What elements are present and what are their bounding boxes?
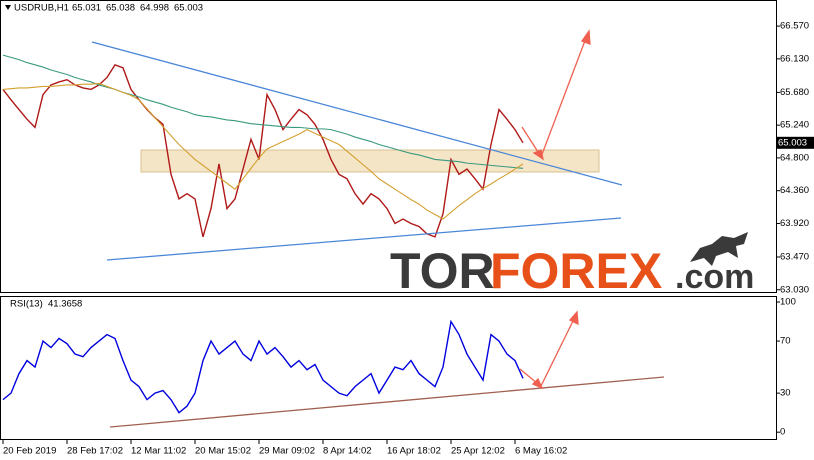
series-line xyxy=(2,82,524,220)
x-tick-label: 25 Apr 12:02 xyxy=(451,446,505,457)
trend-line xyxy=(106,217,622,261)
watermark-forex: FOREX xyxy=(490,243,662,299)
watermark: TOR FOREX .com xyxy=(390,232,754,299)
rsi-title: RSI(13) xyxy=(10,299,43,310)
y-tick-label: 65.240 xyxy=(780,120,809,131)
trend-line xyxy=(91,41,623,186)
x-tick-label: 16 Apr 18:02 xyxy=(387,446,441,457)
arrow xyxy=(521,126,541,156)
price-label: 65.003 xyxy=(778,137,807,148)
rsi-trend-line xyxy=(109,376,665,428)
ohlc-value: 64.998 xyxy=(140,3,169,14)
x-tick-label: 28 Feb 17:02 xyxy=(67,446,123,457)
arrow xyxy=(540,37,587,158)
x-tick-label: 20 Mar 15:02 xyxy=(195,446,251,457)
ohlc-value: 65.038 xyxy=(106,3,135,14)
series-line xyxy=(2,54,524,169)
y-tick-label: 63.030 xyxy=(780,284,809,295)
x-tick-label: 8 Apr 14:02 xyxy=(323,446,372,457)
arrow-head xyxy=(568,310,579,326)
price-marker xyxy=(776,136,814,149)
range-zone xyxy=(140,149,600,173)
watermark-com: .com xyxy=(675,258,754,296)
y-tick-label: 63.920 xyxy=(780,218,809,229)
x-tick-label: 20 Feb 2019 xyxy=(3,446,56,457)
arrow-head xyxy=(580,29,591,45)
watermark-tor: TOR xyxy=(390,243,495,299)
rsi-frame xyxy=(0,296,777,440)
y-tick-label: 64.800 xyxy=(780,152,809,163)
y-tick-label: 100 xyxy=(780,297,796,308)
y-tick-label: 66.130 xyxy=(780,53,809,64)
x-tick-label: 6 May 16:02 xyxy=(515,446,567,457)
y-tick-label: 66.570 xyxy=(780,21,809,32)
rsi-value: 41.3658 xyxy=(48,299,82,310)
y-tick-label: 65.680 xyxy=(780,87,809,98)
ohlc-value: 65.031 xyxy=(72,3,101,14)
y-tick-label: 64.360 xyxy=(780,185,809,196)
x-tick-label: 29 Mar 09:02 xyxy=(259,446,315,457)
y-tick-label: 70 xyxy=(780,336,791,347)
y-tick-label: 30 xyxy=(780,388,791,399)
bull-logo xyxy=(690,232,748,266)
ohlc-value: 65.003 xyxy=(174,3,203,14)
y-tick-label: 63.470 xyxy=(780,252,809,263)
series-line xyxy=(2,319,524,414)
header-icon xyxy=(5,5,11,10)
arrow-head xyxy=(531,377,544,390)
y-tick-label: 0 xyxy=(780,427,785,438)
arrow xyxy=(540,318,575,387)
x-tick-label: 12 Mar 11:02 xyxy=(131,446,186,457)
symbol: USDRUB,H1 xyxy=(14,3,69,14)
